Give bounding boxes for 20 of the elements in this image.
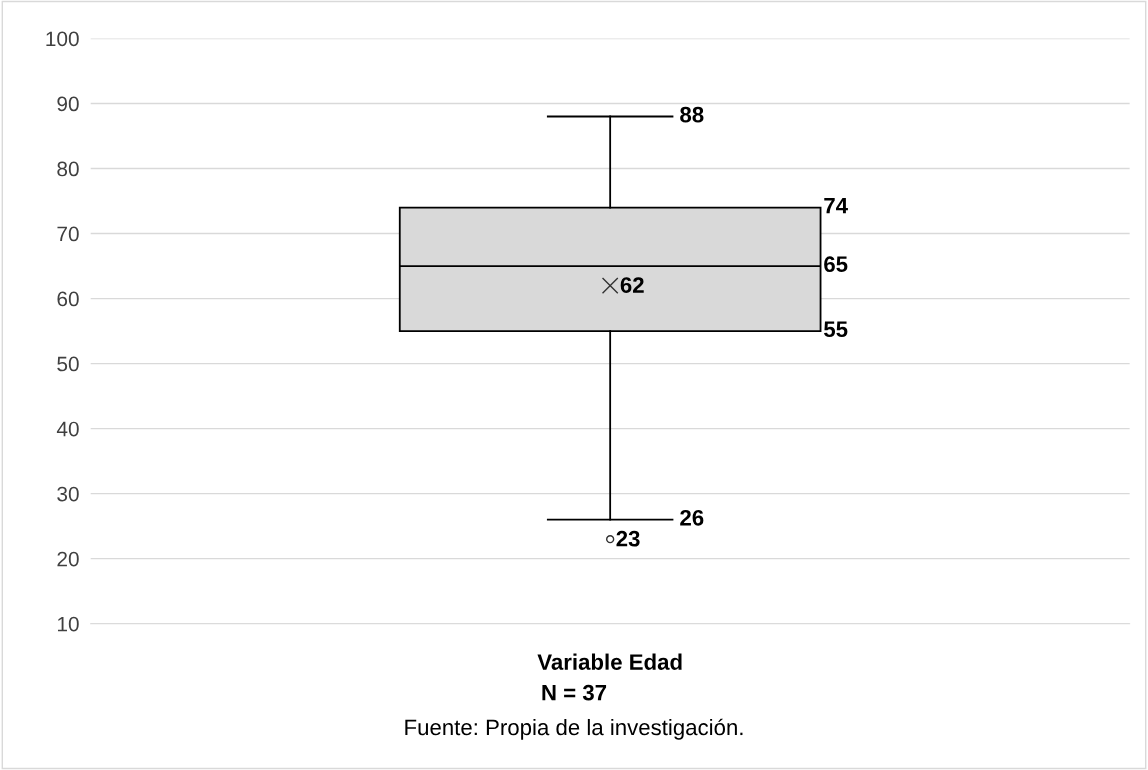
y-tick-label: 70	[57, 226, 79, 242]
y-tick-label: 80	[57, 161, 79, 177]
annotation: 88	[680, 106, 704, 123]
annotation: 74	[824, 198, 848, 214]
y-tick-label: 100	[46, 31, 79, 47]
y-tick-label: 10	[58, 616, 79, 632]
y-tick-label: 50	[57, 356, 79, 372]
y-tick-label: 60	[57, 291, 79, 307]
annotation: 55	[824, 321, 848, 338]
annotation: 62	[620, 277, 644, 293]
annotation: 65	[824, 256, 848, 273]
source-note: Fuente: Propia de la investigación.	[405, 718, 743, 740]
text: N = 37	[542, 684, 607, 701]
y-tick-label: 90	[57, 96, 79, 112]
annotation: 26	[680, 509, 704, 526]
y-tick-label: 20	[57, 551, 79, 567]
x-axis-title: Variable Edad	[537, 653, 682, 670]
y-tick-label: 40	[56, 421, 79, 437]
y-tick-label: 30	[57, 486, 79, 502]
annotation: 23	[616, 530, 640, 547]
